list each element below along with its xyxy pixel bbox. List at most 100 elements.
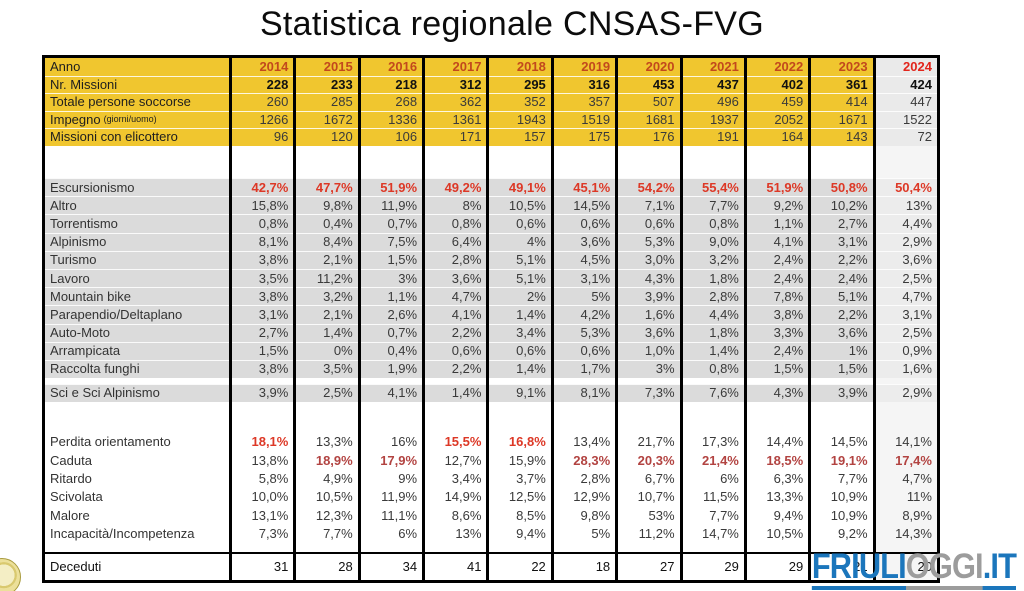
value-cell: 3,0% [618,250,683,269]
value-cell: 8% [425,196,490,215]
value-cell: 10,9% [811,505,876,525]
value-cell: 1,9% [360,359,426,379]
value-cell: 3,2% [296,287,361,306]
value-cell: 233 [296,75,361,93]
value-cell: 295 [489,75,554,93]
value-cell: 16,8% [489,432,554,452]
spacer-cell [618,378,683,384]
value-cell: 12,3% [296,505,361,525]
table-row: Missioni con elicottero 96 120 106 171 157 175… [45,128,937,146]
value-cell: 15,8% [232,196,297,215]
value-cell: 0,6% [618,214,683,233]
spacer-cell [553,378,619,384]
value-cell: 4,4% [682,305,747,324]
value-cell: 120 [296,128,361,146]
value-cell: 402 [746,75,812,93]
value-cell: 51,9% [746,178,812,197]
value-cell: 7,7% [682,196,747,215]
value-cell: 5,8% [232,469,297,488]
value-cell: 1,4% [425,383,490,402]
spacer-cell [746,378,812,384]
value-cell: 361 [811,75,876,93]
value-cell: 9,2% [811,524,876,543]
value-cell: 0,4% [360,341,426,360]
value-cell: 8,6% [425,505,490,525]
table-row: Totale persone soccorse 260 285 268 362 352 35… [45,93,937,111]
value-cell: 260 [232,93,297,111]
value-cell: 9,4% [489,524,554,543]
value-cell: 0,7% [360,214,426,233]
value-cell: 8,1% [553,383,619,402]
year-cell: 2018 [489,58,554,76]
statistics-table: Anno 2014 2015 2016 2017 2018 2019 2020 2021 2022… [42,55,940,583]
value-cell: 5% [553,524,619,543]
value-cell: 1,4% [296,323,361,342]
year-cell: 2021 [682,58,747,76]
value-cell: 1,4% [682,341,747,360]
value-cell: 453 [618,75,683,93]
cnsas-seal-icon [0,558,21,591]
value-cell: 157 [489,128,554,146]
value-cell: 10,2% [811,196,876,215]
value-cell: 3,7% [489,469,554,488]
value-cell: 414 [811,93,876,111]
spacer-cell [682,378,747,384]
value-cell: 2,2% [811,250,876,269]
row-label: Turismo [45,250,232,269]
spacer-cell [618,145,683,178]
spacer-row [45,378,937,384]
value-cell: 5,3% [618,232,683,251]
watermark-oggi: OGGI [905,549,984,590]
value-cell: 0,8% [682,214,747,233]
value-cell: 50,8% [811,178,876,197]
value-cell: 1,5% [811,359,876,379]
table-row: Arrampicata 1,5% 0% 0,4% 0,6% 0,6% 0,6% 1,0% 1,4… [45,341,937,360]
spacer-cell [875,542,937,552]
spacer-cell [360,378,426,384]
value-cell: 1,7% [553,359,619,379]
value-cell: 1,4% [489,305,554,324]
value-cell: 1,6% [618,305,683,324]
value-cell: 14,5% [553,196,619,215]
value-cell: 10,5% [746,524,812,543]
value-cell: 4,3% [746,383,812,402]
row-label: Deceduti [45,553,232,580]
value-cell: 4,2% [553,305,619,324]
value-cell: 3,6% [425,268,490,288]
table-row: Parapendio/Deltaplano 3,1% 2,1% 2,6% 4,1% 1,4… [45,305,937,324]
row-label: Ritardo [45,469,232,488]
value-cell: 7,5% [360,232,426,251]
table-row: Torrentismo 0,8% 0,4% 0,7% 0,8% 0,6% 0,6% 0,6% 0… [45,214,937,233]
value-cell: 17,4% [875,451,937,470]
value-cell: 13,8% [232,451,297,470]
value-cell: 7,3% [618,383,683,402]
spacer-cell [682,145,747,178]
value-cell: 2,2% [425,323,490,342]
spacer-cell [553,401,619,433]
value-cell: 2,6% [360,305,426,324]
row-label: Perdita orientamento [45,432,232,452]
value-cell: 11,2% [618,524,683,543]
year-cell: 2022 [746,58,812,76]
value-cell: 4,4% [875,214,937,233]
spacer-cell [45,542,232,552]
value-cell: 13,3% [296,432,361,452]
value-cell: 2052 [746,110,812,128]
value-cell: 8,4% [296,232,361,251]
value-cell: 1,6% [875,359,937,379]
spacer-cell [875,145,937,178]
spacer-cell [746,542,812,552]
spacer-cell [489,401,554,433]
value-cell: 3,1% [875,305,937,324]
value-cell: 47,7% [296,178,361,197]
spacer-cell [811,542,876,552]
value-cell: 3,5% [296,359,361,379]
value-cell: 6,3% [746,469,812,488]
row-label: Mountain bike [45,287,232,306]
value-cell: 447 [875,93,937,111]
spacer-cell [489,145,554,178]
value-cell: 1,8% [682,323,747,342]
value-cell: 0,4% [296,214,361,233]
value-cell: 14,7% [682,524,747,543]
value-cell: 3,6% [811,323,876,342]
